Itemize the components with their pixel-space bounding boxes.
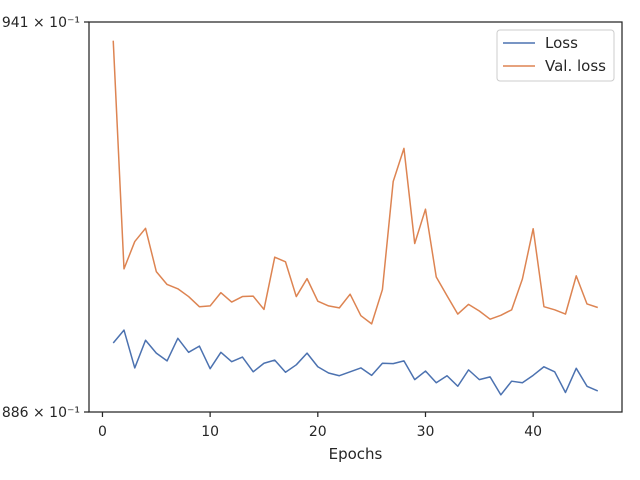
x-tick-label: 30 xyxy=(417,424,435,440)
x-tick-label: 0 xyxy=(98,424,107,440)
plot-area xyxy=(89,22,622,412)
y-axis-ticks: 941 × 10⁻¹ 886 × 10⁻¹ xyxy=(2,15,89,421)
y-tick-label: 941 × 10⁻¹ xyxy=(2,15,80,31)
x-axis-ticks: 0 10 20 30 40 xyxy=(98,412,542,440)
y-tick-label: 886 × 10⁻¹ xyxy=(2,405,80,421)
x-axis-label: Epochs xyxy=(329,445,383,463)
x-tick-label: 10 xyxy=(201,424,219,440)
plot-frame xyxy=(88,21,623,413)
series-line-val-loss xyxy=(112,40,599,325)
series-line-loss xyxy=(112,329,599,396)
x-tick-label: 40 xyxy=(524,424,542,440)
legend-label-loss: Loss xyxy=(545,34,578,52)
legend-label-val-loss: Val. loss xyxy=(545,57,606,75)
series-layer xyxy=(112,40,599,396)
x-tick-label: 20 xyxy=(309,424,327,440)
legend: Loss Val. loss xyxy=(496,29,615,82)
